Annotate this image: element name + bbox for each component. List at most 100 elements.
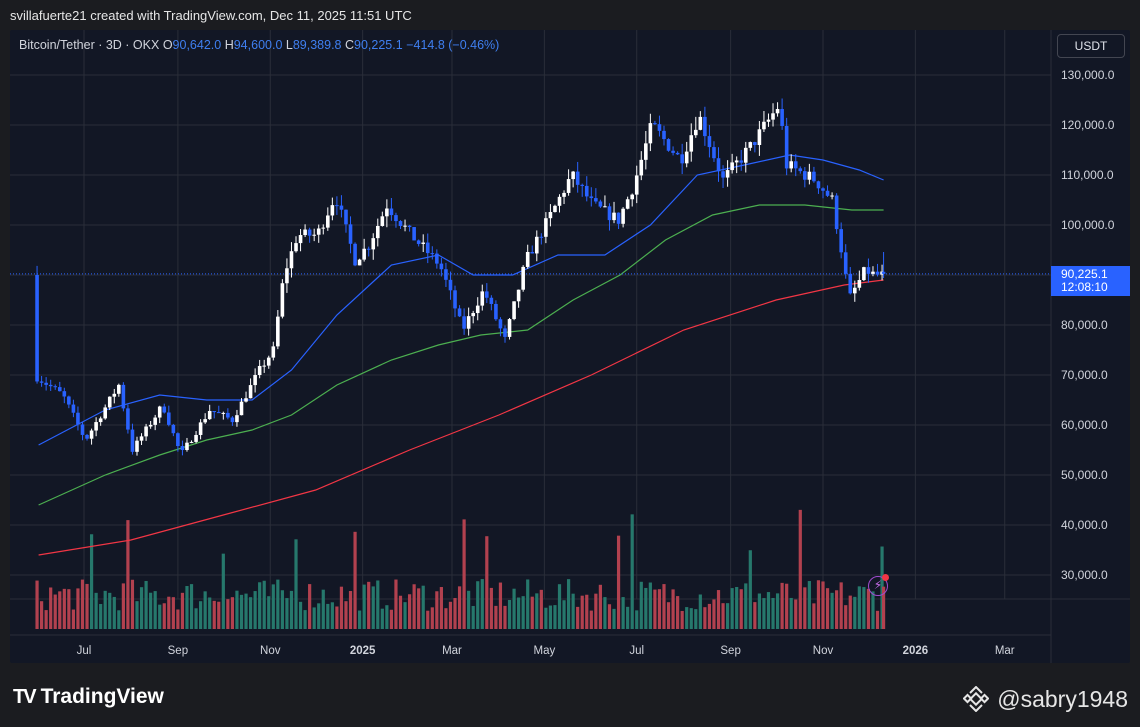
last-price-label: 90,225.1 12:08:10 — [1051, 266, 1130, 296]
candle-body — [480, 291, 485, 306]
candle-body — [194, 434, 198, 442]
candle-body — [162, 406, 167, 413]
candle-body — [743, 147, 748, 163]
candle-body — [553, 205, 557, 213]
candle-body — [135, 440, 139, 452]
candle-body — [584, 185, 589, 197]
candle-body — [153, 417, 157, 425]
price-chart-svg[interactable]: 30,000.0 40,000.0 50,000.0 60,000.0 70,000.0… — [10, 30, 1130, 663]
volume-bar — [235, 590, 239, 629]
candle-body — [448, 279, 453, 291]
candle-body — [784, 125, 789, 169]
volume-bar — [485, 536, 489, 629]
volume-bar — [335, 606, 339, 629]
volume-bar — [630, 514, 634, 629]
volume-bar — [821, 581, 825, 629]
y-tick-label: 80,000.0 — [1061, 318, 1108, 332]
volume-bar — [644, 587, 648, 629]
candle-body — [312, 234, 316, 236]
volume-bar — [721, 603, 725, 629]
volume-bar — [703, 607, 707, 629]
y-tick-label: 110,000.0 — [1061, 168, 1114, 182]
candle-body — [703, 116, 707, 137]
candle-body — [594, 198, 598, 202]
candle-body — [707, 136, 712, 148]
volume-bar — [126, 520, 130, 629]
candle-body — [385, 208, 389, 217]
candle-body — [235, 415, 239, 423]
moving-average-line-1 — [38, 154, 884, 446]
volume-bar — [412, 584, 416, 629]
volume-bar — [321, 589, 325, 629]
volume-bar — [58, 591, 62, 629]
volume-bar — [212, 600, 216, 629]
x-tick-label: 2025 — [350, 645, 376, 657]
candle-body — [280, 283, 285, 317]
candle-body — [289, 251, 294, 269]
volume-bar — [108, 592, 112, 629]
candle-body — [725, 170, 730, 178]
volume-bar — [448, 601, 453, 629]
candle-body — [366, 248, 371, 250]
candle-body — [834, 195, 839, 230]
candle-body — [675, 152, 680, 155]
candle-body — [407, 225, 412, 228]
volume-bar — [203, 591, 207, 629]
candle-body — [148, 424, 153, 427]
candle-body — [607, 206, 612, 221]
candle-body — [503, 328, 507, 337]
binance-icon — [963, 686, 990, 712]
candle-body — [757, 129, 762, 146]
candle-body — [807, 171, 812, 180]
volume-bar — [589, 610, 593, 629]
x-tick-label: Mar — [995, 645, 1015, 657]
candle-body — [881, 271, 886, 274]
chart-caption: svillafuerte21 created with TradingView.… — [10, 8, 412, 23]
volume-bar — [248, 597, 253, 629]
candle-body — [698, 116, 703, 130]
volume-bar — [298, 601, 303, 629]
candle-body — [716, 158, 721, 172]
volume-bar — [635, 610, 639, 629]
candle-body — [35, 275, 39, 382]
volume-bar — [262, 580, 266, 629]
candle-body — [825, 190, 830, 196]
candle-body — [471, 313, 475, 317]
volume-bar — [716, 590, 721, 629]
volume-bar — [94, 592, 98, 629]
volume-bar — [476, 581, 480, 629]
candle-body — [403, 225, 407, 227]
candle-body — [48, 384, 53, 387]
chart-area[interactable]: 30,000.0 40,000.0 50,000.0 60,000.0 70,000.0… — [10, 30, 1130, 663]
candle-body — [107, 396, 112, 408]
candle-body — [793, 161, 798, 169]
volume-bar — [367, 581, 371, 629]
volume-bar — [162, 603, 166, 629]
volume-bar — [453, 598, 457, 629]
volume-bar — [421, 585, 425, 629]
candle-body — [444, 269, 448, 280]
lightning-icon[interactable]: ⚡ — [868, 576, 888, 596]
candle-body — [71, 404, 76, 413]
volume-bar — [771, 597, 775, 629]
volume-bar — [35, 580, 39, 629]
volume-bar — [725, 603, 730, 629]
candle-body — [616, 212, 621, 224]
candle-body — [453, 290, 457, 309]
volume-bar — [535, 593, 539, 629]
candle-body — [39, 381, 44, 383]
volume-bar — [689, 608, 693, 629]
volume-bar — [258, 582, 262, 629]
volume-bar — [653, 589, 657, 629]
volume-bar — [807, 581, 811, 629]
volume-bar — [53, 594, 57, 629]
candle-body — [548, 212, 553, 219]
volume-bar — [330, 602, 334, 629]
candle-body — [875, 271, 880, 275]
candle-body — [562, 192, 566, 197]
volume-bar — [398, 595, 403, 629]
candle-body — [439, 263, 444, 270]
currency-button[interactable]: USDT — [1057, 34, 1125, 58]
candle-body — [180, 446, 185, 451]
volume-bar — [112, 596, 116, 629]
